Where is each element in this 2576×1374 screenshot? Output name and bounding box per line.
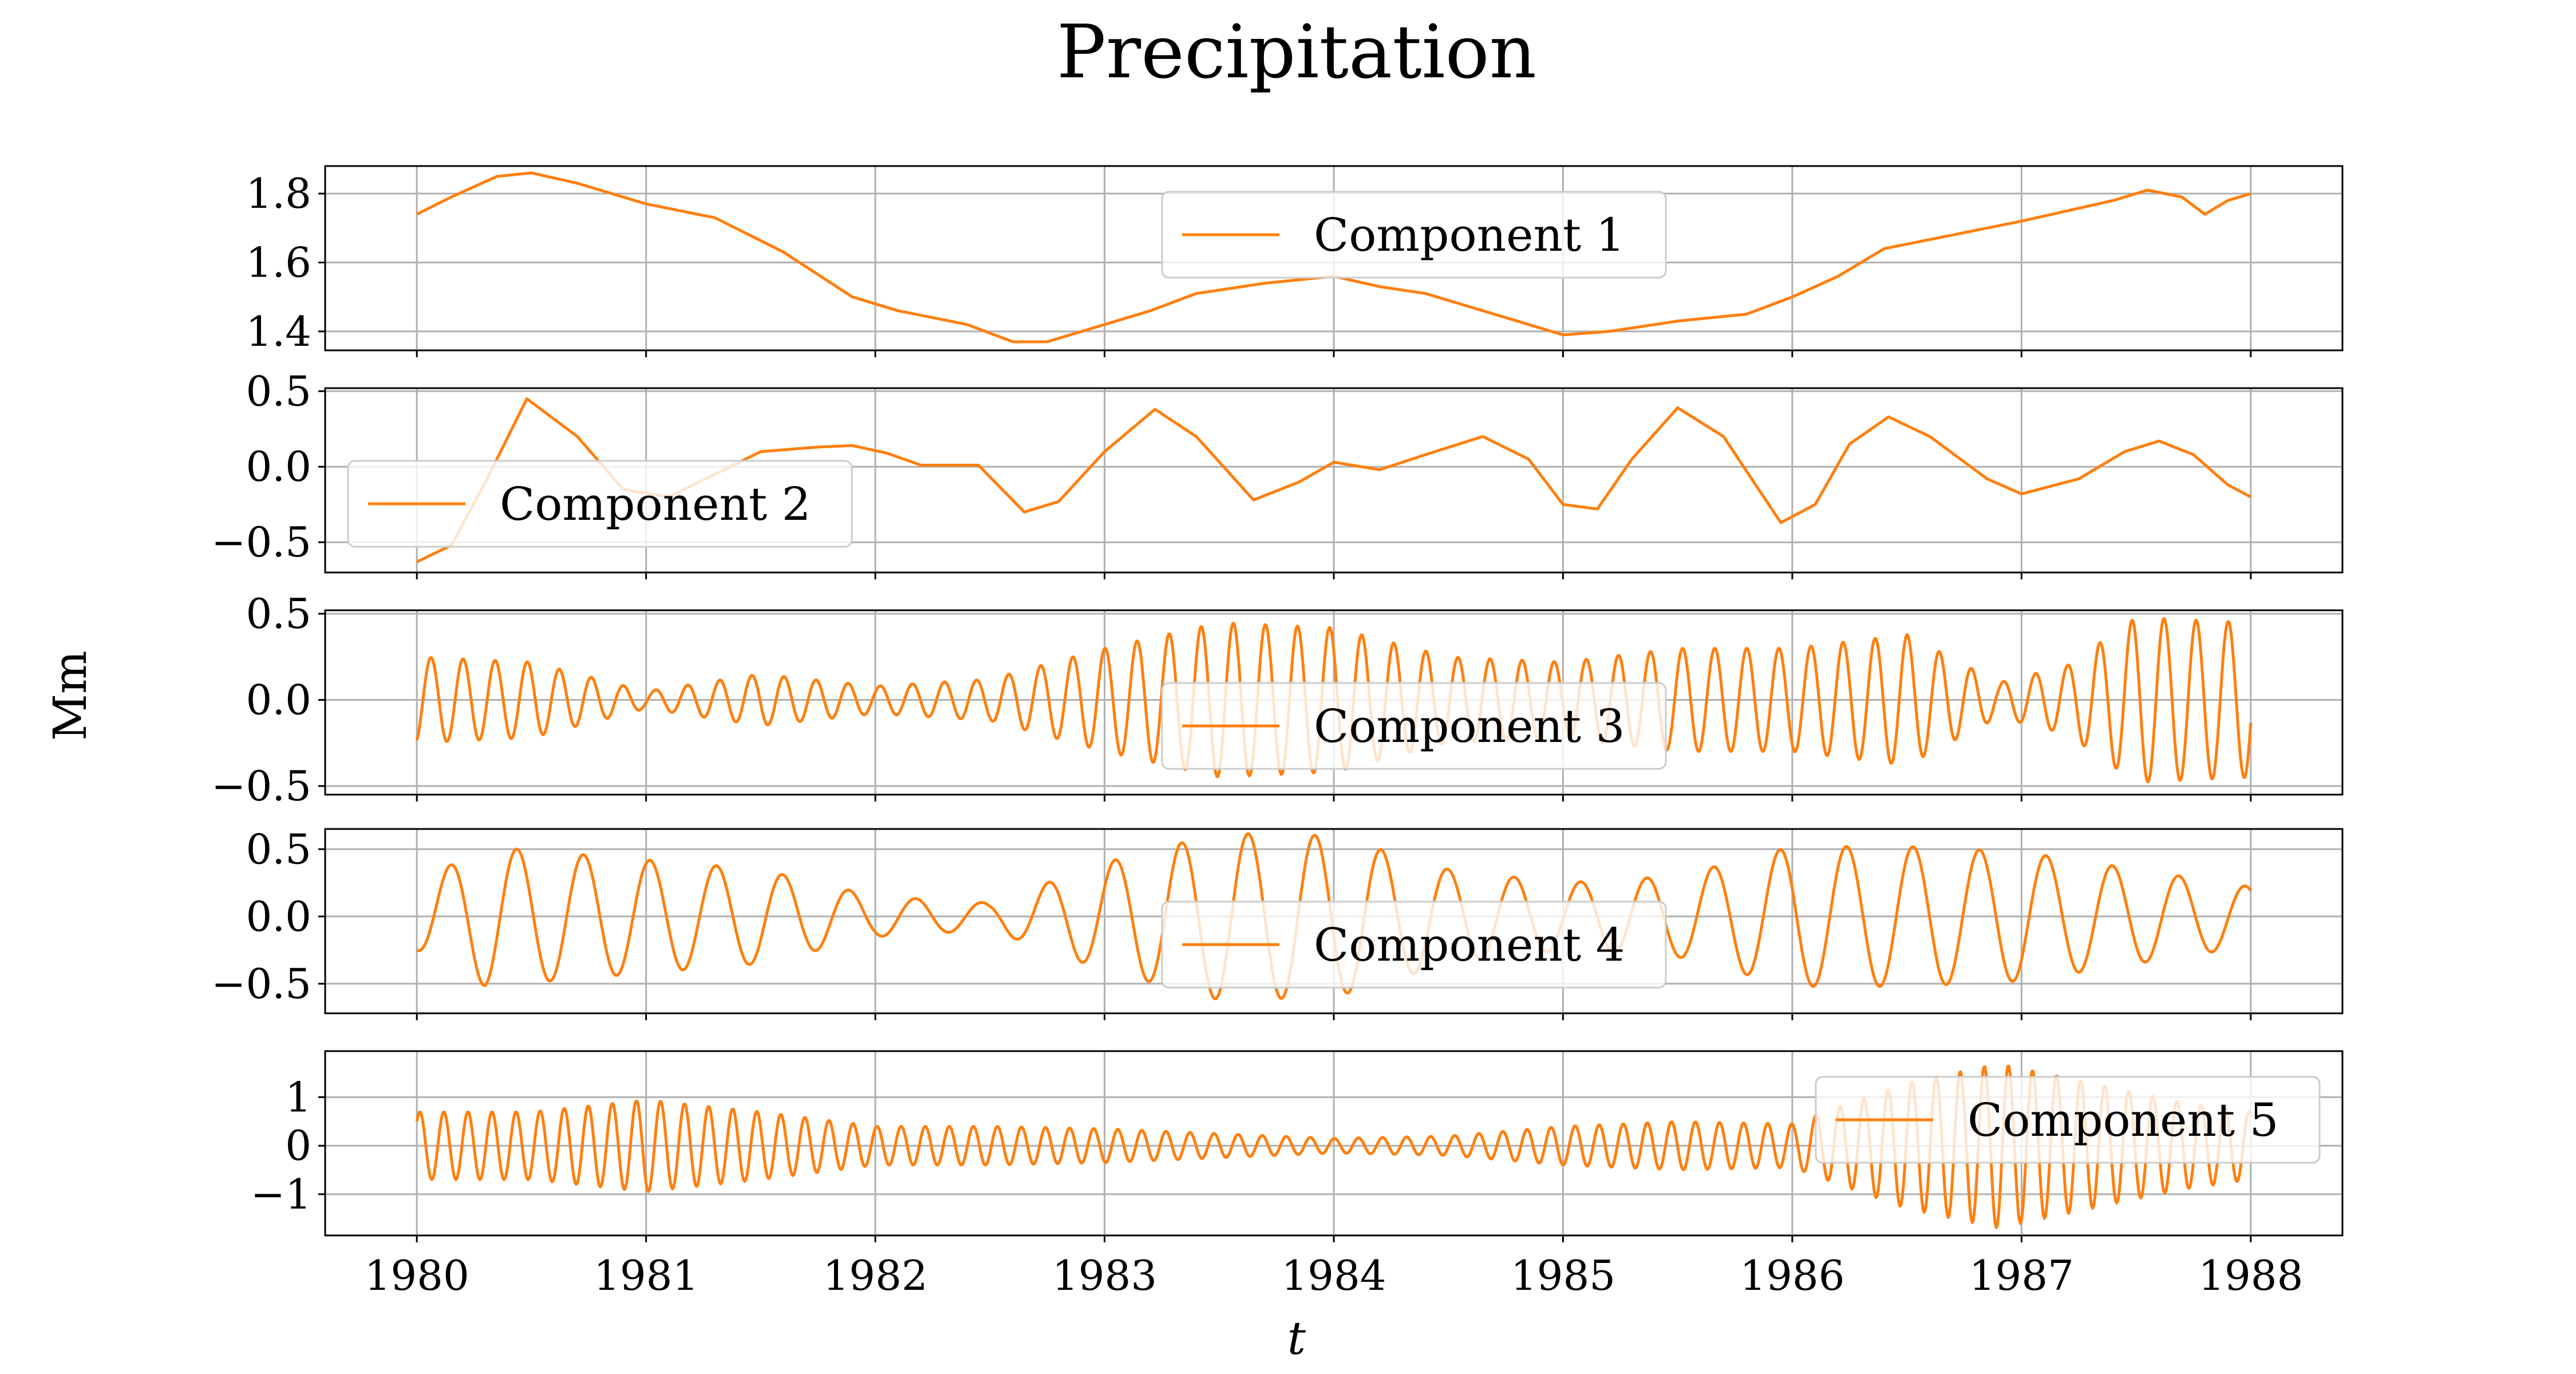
legend: Component 2 — [347, 460, 853, 548]
subplot-panel: −0.5 0.0 0.5 Component 4 — [211, 825, 2344, 1020]
series-line-component-3 — [415, 617, 2253, 784]
legend: Component 5 — [1815, 1076, 2321, 1164]
axes-frame — [324, 1050, 2344, 1237]
y-tick-label: 0.5 — [246, 590, 311, 638]
y-tick-label: 1.6 — [246, 239, 311, 287]
y-tick-label: −0.5 — [211, 762, 311, 810]
y-tick-label: 1.8 — [246, 169, 311, 218]
y-axis-label: Mm — [44, 650, 97, 741]
y-tick-label: 1.4 — [246, 307, 311, 356]
legend-box — [1815, 1076, 2321, 1164]
legend-box — [1161, 901, 1667, 989]
x-tick-label: 1984 — [1281, 1251, 1386, 1300]
y-tick-label: 0 — [285, 1122, 311, 1170]
x-tick-label: 1985 — [1511, 1251, 1615, 1300]
legend-label: Component 3 — [1314, 700, 1625, 753]
legend-box — [1161, 191, 1667, 279]
y-tick-label: −0.5 — [211, 518, 311, 566]
legend-label: Component 4 — [1314, 918, 1625, 972]
subplot-stack: 1.4 1.6 1.8 Component 1 −0.5 0.0 0.5 Component … — [211, 165, 2344, 1300]
y-tick-label: −0.5 — [211, 960, 311, 1008]
y-tick-label: −1 — [251, 1170, 311, 1218]
subplot-panel: −0.5 0.0 0.5 Component 3 — [211, 590, 2344, 810]
x-axis-label: t — [1287, 1312, 1306, 1365]
x-tick-label: 1988 — [2198, 1251, 2303, 1300]
y-tick-label: 0.0 — [246, 676, 311, 724]
legend: Component 3 — [1161, 682, 1667, 770]
x-tick-label: 1982 — [823, 1251, 927, 1300]
y-tick-label: 0.5 — [246, 825, 311, 873]
x-tick-label: 1980 — [365, 1251, 469, 1300]
legend: Component 4 — [1161, 901, 1667, 989]
x-tick-label: 1983 — [1052, 1251, 1157, 1300]
subplot-panel: −0.5 0.0 0.5 Component 2 — [211, 367, 2344, 579]
axes-frame — [324, 828, 2344, 1014]
figure-title: Precipitation — [1057, 10, 1536, 95]
x-tick-label: 1986 — [1740, 1251, 1844, 1300]
x-tick-label: 1981 — [594, 1251, 698, 1300]
axes-frame — [324, 165, 2344, 352]
x-tick-label: 1987 — [1969, 1251, 2074, 1300]
y-tick-label: 1 — [285, 1073, 311, 1122]
axes-frame — [324, 609, 2344, 796]
subplot-panel: −101 Component 5 1980 1981 1982 1983 1984 1985 1… — [251, 1050, 2344, 1300]
legend-label: Component 1 — [1314, 208, 1625, 262]
subplot-panel: 1.4 1.6 1.8 Component 1 — [246, 165, 2344, 357]
y-tick-label: 0.0 — [246, 443, 311, 491]
legend-label: Component 5 — [1967, 1093, 2278, 1147]
legend-box — [347, 460, 853, 548]
y-tick-label: 0.5 — [246, 367, 311, 415]
series-line-component-5 — [415, 1064, 2253, 1229]
legend-label: Component 2 — [500, 477, 811, 531]
legend-box — [1161, 682, 1667, 770]
y-tick-label: 0.0 — [246, 893, 311, 941]
axes-frame — [324, 387, 2344, 574]
legend: Component 1 — [1161, 191, 1667, 279]
